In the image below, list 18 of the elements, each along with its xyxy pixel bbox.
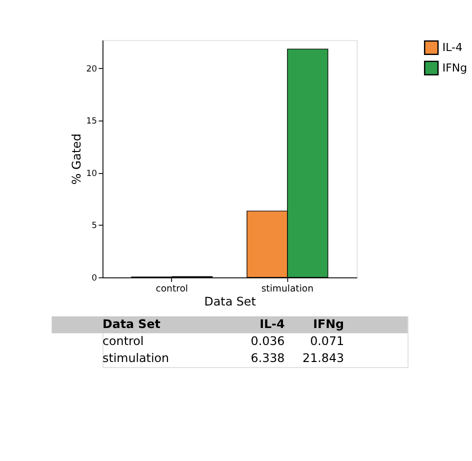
category-label: stimulation [102,351,170,366]
y-tick-label: 5 [92,220,98,230]
text: Data Set [102,317,160,332]
y-tick-label: 15 [86,116,98,126]
text: 0.071 [310,334,344,348]
y-axis-title: % Gated [69,134,84,185]
text: 21.843 [302,351,344,366]
category-label: control [102,334,144,348]
legend-label: IFNg [442,61,468,74]
legend-label: IL-4 [442,41,462,54]
text: 6.338 [250,351,285,366]
text: 0.036 [250,334,285,348]
x-axis-title: Data Set [204,294,256,309]
y-tick-label: 0 [92,272,98,282]
y-tick-label: 10 [86,168,98,178]
text: IFNg [313,317,344,332]
y-tick-label: 20 [86,63,98,74]
text: IL-4 [260,317,285,332]
